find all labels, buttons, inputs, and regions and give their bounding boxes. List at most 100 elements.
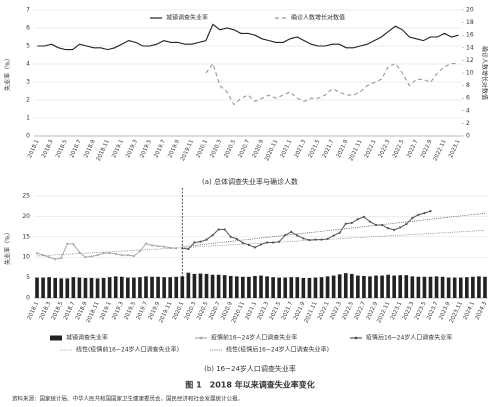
bar [368, 276, 372, 298]
legend-label: 城镇调查失业率 [166, 14, 208, 22]
y-tick-label: 25 [22, 193, 30, 200]
x-tick-label: 2024.3 [475, 300, 489, 320]
x-tick-label: 2022.11 [433, 139, 448, 162]
bar [65, 278, 70, 298]
series-marker [368, 220, 372, 223]
bar [374, 275, 378, 298]
bar [204, 273, 209, 298]
x-tick-label: 2018.9 [83, 138, 97, 158]
series-line [205, 62, 459, 106]
bar [95, 278, 100, 298]
bar [253, 275, 257, 298]
x-tick-label: 2019.11 [180, 139, 195, 162]
bar [47, 277, 51, 298]
y-axis-label: 失业率（%） [4, 55, 12, 91]
series-marker [138, 249, 142, 253]
x-tick-label: 2019.9 [167, 138, 181, 158]
bar [210, 274, 215, 298]
caption-b: (b) 16~24岁人口调查失业率 [204, 364, 296, 373]
x-tick-label: 2022.3 [378, 138, 392, 158]
series-marker [108, 252, 111, 255]
y2-tick-label: 8 [466, 82, 470, 89]
bar [416, 276, 421, 298]
series-marker [259, 243, 263, 246]
series-marker [320, 238, 323, 241]
bar [216, 274, 221, 298]
bar [422, 276, 427, 298]
bar [283, 277, 288, 298]
bar [71, 277, 76, 298]
bar [386, 274, 390, 298]
y2-tick-label: 14 [466, 44, 474, 51]
x-tick-label: 2020.3 [210, 138, 224, 158]
bar [410, 276, 415, 298]
bar [325, 276, 330, 298]
y-tick-label: 10 [22, 254, 30, 261]
series-marker [199, 240, 202, 243]
y-axis-label: 失业率（%） [4, 229, 12, 265]
y-tick-label: 0 [26, 295, 30, 302]
series-marker [90, 255, 93, 258]
series-marker [247, 243, 250, 247]
y-tick-label: 2 [26, 97, 30, 104]
x-tick-label: 2021.9 [336, 138, 350, 158]
series-line [37, 23, 459, 51]
bar [138, 277, 142, 298]
bar [301, 278, 306, 298]
bar [41, 277, 45, 298]
x-tick-label: 2018.5 [55, 138, 69, 158]
y2-tick-label: 18 [466, 19, 474, 26]
bar [234, 276, 239, 298]
bar [337, 274, 342, 298]
y2-tick-label: 2 [466, 120, 470, 127]
bar [343, 273, 348, 298]
bar [107, 277, 112, 298]
series-marker [114, 252, 117, 256]
legend-label: 疫情前16~24岁人口调查失业率 [211, 334, 297, 342]
bar [132, 277, 136, 298]
x-tick-label: 2018.7 [69, 138, 83, 158]
series-marker [205, 238, 208, 241]
series-marker [156, 245, 160, 248]
y2-tick-label: 4 [466, 107, 470, 114]
series-marker [344, 222, 347, 225]
x-tick-label: 2019.5 [139, 138, 153, 158]
bar [150, 276, 154, 298]
bar [295, 277, 300, 298]
bar [471, 276, 475, 298]
series-marker [60, 256, 63, 260]
series-marker [241, 241, 244, 245]
y-tick-label: 3 [26, 79, 30, 86]
series-marker [96, 254, 99, 257]
legend-marker [354, 336, 358, 340]
bar [380, 275, 384, 298]
bar [428, 276, 433, 298]
trend-line [182, 212, 486, 248]
x-tick-label: 2021.11 [348, 139, 363, 162]
y-tick-label: 4 [26, 61, 30, 68]
series-marker [272, 241, 275, 244]
series-marker [211, 234, 214, 237]
series-marker [296, 234, 299, 237]
y2-tick-label: 6 [466, 95, 470, 102]
y2-tick-label: 10 [466, 70, 474, 77]
x-tick-label: 2020.9 [252, 138, 266, 158]
bar [180, 276, 185, 298]
x-tick-label: 2022.7 [406, 138, 420, 158]
y2-tick-label: 16 [466, 32, 474, 39]
series-marker [314, 238, 317, 241]
series-marker [308, 238, 311, 242]
series-marker [399, 226, 402, 229]
series-marker [66, 242, 69, 245]
bar [101, 278, 106, 298]
y-tick-label: 5 [26, 274, 30, 281]
bar [362, 275, 366, 298]
legend-label: 线性(疫情后16~24岁人口调查失业率) [226, 346, 329, 354]
series-marker [265, 241, 269, 244]
legend-label: 确诊人数增长对数值 [291, 14, 345, 22]
series-marker [350, 221, 353, 225]
bar [168, 277, 173, 298]
y-tick-label: 0 [26, 133, 30, 140]
x-tick-label: 2020.1 [196, 139, 210, 159]
x-tick-label: 2021.3 [294, 138, 308, 158]
